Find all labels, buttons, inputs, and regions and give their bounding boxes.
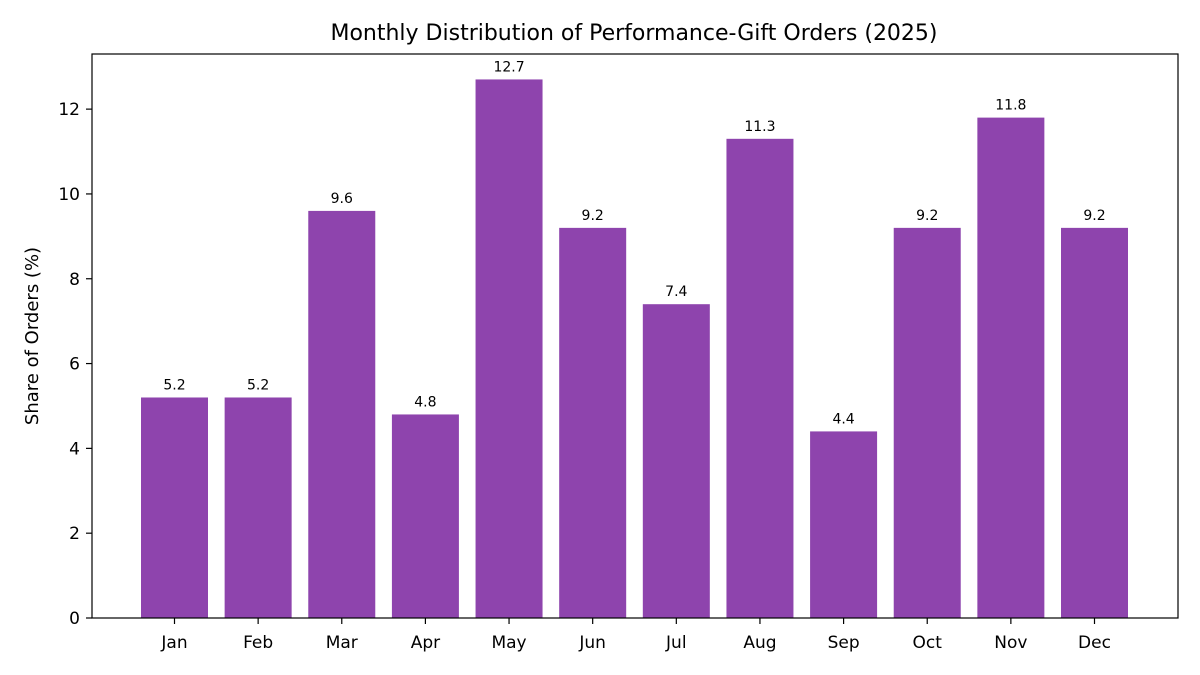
x-axis: Jan Feb Mar Apr May Jun Jul Aug Sep Oct Nov Dec xyxy=(160,618,1111,653)
x-tick-label-jan: Jan xyxy=(160,633,187,653)
bar-jul xyxy=(642,304,710,618)
bar-oct xyxy=(893,227,961,618)
data-label-oct: 9.2 xyxy=(916,208,938,224)
bar-may xyxy=(475,79,543,619)
data-label-jan: 5.2 xyxy=(163,377,185,393)
data-label-may: 12.7 xyxy=(493,59,524,75)
y-axis: 0 2 4 6 8 10 12 xyxy=(58,100,92,629)
data-label-dec: 9.2 xyxy=(1083,208,1105,224)
bar-nov xyxy=(977,117,1045,619)
x-tick-label-apr: Apr xyxy=(411,633,440,653)
bars-group xyxy=(141,79,1128,619)
chart-title: Monthly Distribution of Performance-Gift… xyxy=(330,21,937,46)
x-tick-label-mar: Mar xyxy=(326,633,358,653)
y-tick-label-8: 8 xyxy=(69,270,80,290)
x-tick-label-oct: Oct xyxy=(913,633,943,653)
x-tick-label-feb: Feb xyxy=(243,633,273,653)
data-label-jul: 7.4 xyxy=(665,284,687,300)
data-label-mar: 9.6 xyxy=(331,191,353,207)
data-label-aug: 11.3 xyxy=(744,119,775,135)
bar-feb xyxy=(224,397,292,618)
x-tick-label-nov: Nov xyxy=(994,633,1027,653)
data-label-feb: 5.2 xyxy=(247,377,269,393)
bar-dec xyxy=(1061,227,1128,618)
data-label-sep: 4.4 xyxy=(832,411,854,427)
bar-jan xyxy=(141,397,208,618)
bar-mar xyxy=(308,210,376,618)
data-label-apr: 4.8 xyxy=(414,394,436,410)
x-tick-label-jun: Jun xyxy=(578,633,606,653)
bar-aug xyxy=(726,138,794,619)
bar-sep xyxy=(810,431,878,618)
y-tick-label-6: 6 xyxy=(69,355,80,375)
y-axis-label: Share of Orders (%) xyxy=(22,247,43,425)
x-tick-label-jul: Jul xyxy=(665,633,687,653)
x-tick-label-aug: Aug xyxy=(743,633,776,653)
y-tick-label-10: 10 xyxy=(58,185,80,205)
x-tick-label-may: May xyxy=(491,633,526,653)
data-labels-group: 5.2 5.2 9.6 4.8 12.7 9.2 7.4 11.3 4.4 9.2 11.8 9.2 xyxy=(163,59,1105,427)
x-tick-label-sep: Sep xyxy=(828,633,860,653)
plot-frame xyxy=(91,53,1179,619)
y-tick-label-2: 2 xyxy=(69,524,80,544)
y-tick-label-4: 4 xyxy=(69,439,80,459)
x-tick-label-dec: Dec xyxy=(1078,633,1111,653)
bar-apr xyxy=(391,414,459,618)
bar-jun xyxy=(559,227,627,618)
data-label-nov: 11.8 xyxy=(995,98,1026,114)
y-tick-label-12: 12 xyxy=(58,100,80,120)
data-label-jun: 9.2 xyxy=(582,208,604,224)
y-tick-label-0: 0 xyxy=(69,609,80,629)
